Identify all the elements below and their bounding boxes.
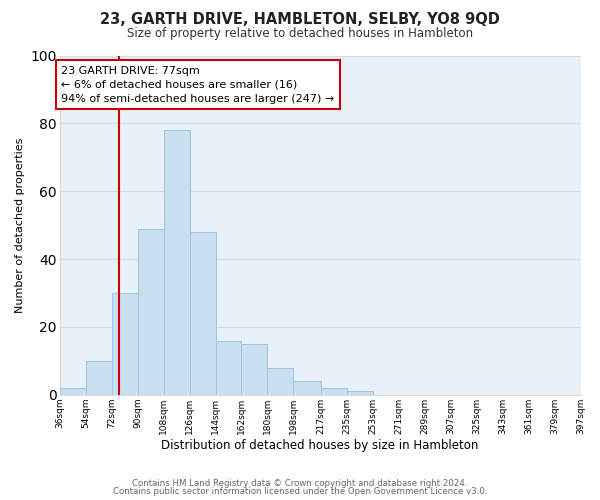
Bar <box>347 392 373 395</box>
Bar <box>190 232 215 395</box>
Text: Contains HM Land Registry data © Crown copyright and database right 2024.: Contains HM Land Registry data © Crown c… <box>132 478 468 488</box>
Bar <box>241 344 268 395</box>
Bar <box>137 228 164 395</box>
Bar <box>86 361 112 395</box>
Bar <box>321 388 347 395</box>
Text: Size of property relative to detached houses in Hambleton: Size of property relative to detached ho… <box>127 28 473 40</box>
Text: 23, GARTH DRIVE, HAMBLETON, SELBY, YO8 9QD: 23, GARTH DRIVE, HAMBLETON, SELBY, YO8 9… <box>100 12 500 28</box>
Bar <box>60 388 86 395</box>
Bar <box>164 130 190 395</box>
Bar <box>112 293 137 395</box>
Bar <box>293 381 321 395</box>
Bar <box>215 340 241 395</box>
Bar <box>268 368 293 395</box>
Text: Contains public sector information licensed under the Open Government Licence v3: Contains public sector information licen… <box>113 487 487 496</box>
X-axis label: Distribution of detached houses by size in Hambleton: Distribution of detached houses by size … <box>161 440 479 452</box>
Y-axis label: Number of detached properties: Number of detached properties <box>15 138 25 313</box>
Text: 23 GARTH DRIVE: 77sqm
← 6% of detached houses are smaller (16)
94% of semi-detac: 23 GARTH DRIVE: 77sqm ← 6% of detached h… <box>61 66 334 104</box>
